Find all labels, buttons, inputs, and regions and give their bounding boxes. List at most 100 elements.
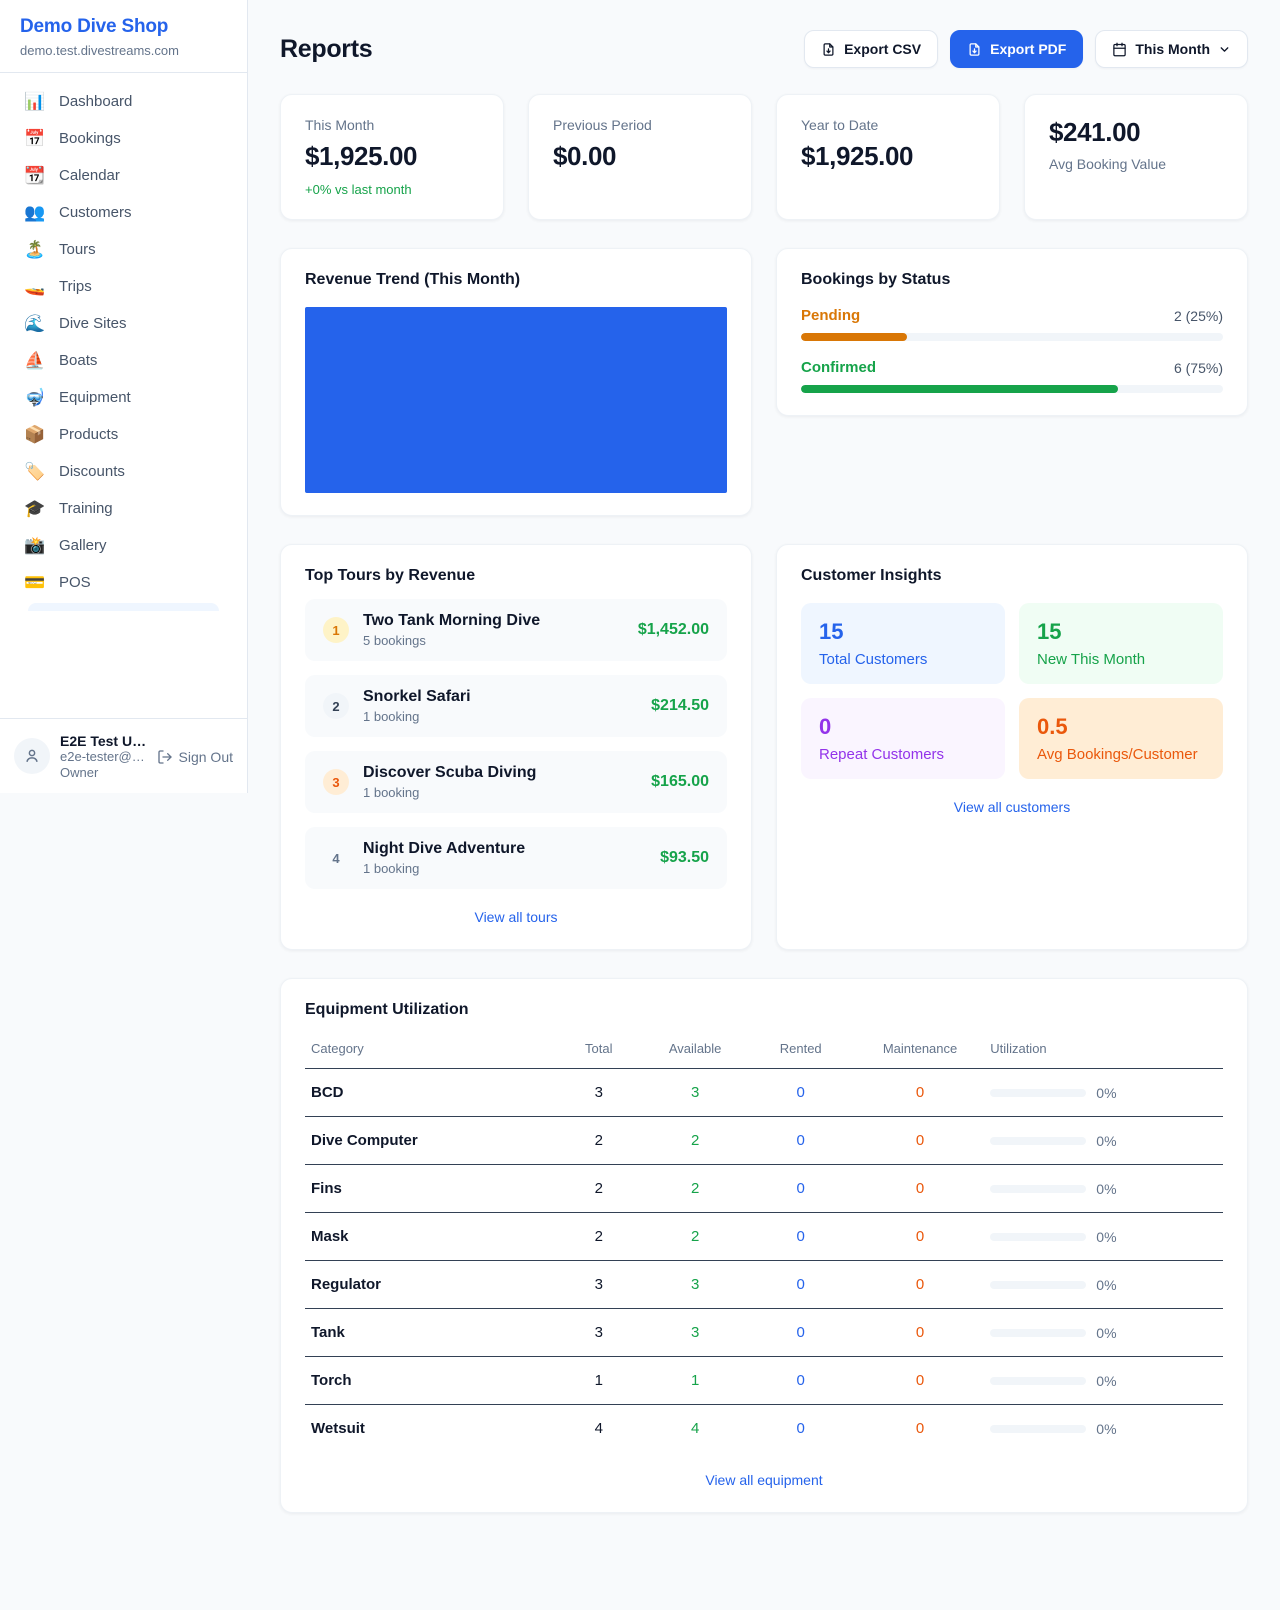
tour-row: 4 Night Dive Adventure 1 booking $93.50 — [305, 827, 727, 889]
period-label: This Month — [1135, 41, 1210, 57]
equipment-total: 3 — [552, 1068, 645, 1117]
rank-badge: 1 — [323, 617, 349, 643]
sidebar-item-label: Bookings — [59, 130, 121, 147]
sidebar-item-pos[interactable]: 💳 POS — [14, 564, 233, 601]
sidebar-item-tours[interactable]: 🏝️ Tours — [14, 231, 233, 268]
stat-label: Avg Booking Value — [1049, 156, 1167, 172]
equipment-maintenance: 0 — [855, 1356, 985, 1405]
tile-repeat-customers: 0 Repeat Customers — [801, 698, 1005, 779]
equipment-available: 2 — [644, 1116, 746, 1165]
sidebar-item-label: Training — [59, 500, 113, 517]
shop-name: Demo Dive Shop — [20, 16, 169, 37]
equipment-rented: 0 — [745, 1212, 856, 1261]
person-icon — [26, 749, 38, 762]
equipment-maintenance: 0 — [855, 1308, 985, 1357]
sidebar-item-calendar[interactable]: 📆 Calendar — [14, 157, 233, 194]
calendar-icon: 📆 — [24, 166, 46, 185]
tile-label: Repeat Customers — [819, 746, 945, 763]
utilization-percent: 0% — [1096, 1084, 1117, 1101]
status-bar-fill — [801, 333, 907, 341]
utilization-percent: 0% — [1096, 1228, 1117, 1245]
sidebar-item-label: Dive Sites — [59, 315, 127, 332]
sidebar-item-reports-partial[interactable] — [28, 603, 219, 611]
equipment-category: Wetsuit — [311, 1420, 365, 1437]
page-header: Reports Export CSV Export PDF This Month — [280, 30, 1248, 68]
shop-domain: demo.test.divestreams.com — [20, 43, 179, 58]
equipment-maintenance: 0 — [855, 1164, 985, 1213]
sidebar-item-label: Tours — [59, 241, 96, 258]
rank-badge: 3 — [323, 769, 349, 795]
equipment-icon: 🤿 — [24, 388, 46, 407]
sidebar-item-dashboard[interactable]: 📊 Dashboard — [14, 83, 233, 120]
sidebar-item-customers[interactable]: 👥 Customers — [14, 194, 233, 231]
stat-change: +0% vs last month — [305, 182, 412, 197]
calendar-icon — [1113, 42, 1127, 56]
sidebar-nav: 📊 Dashboard 📅 Bookings 📆 Calendar 👥 Cust… — [0, 73, 247, 611]
export-csv-button[interactable]: Export CSV — [804, 30, 939, 68]
top-tours-card: Top Tours by Revenue 1 Two Tank Morning … — [280, 544, 752, 950]
equipment-rented: 0 — [745, 1164, 856, 1213]
export-pdf-button[interactable]: Export PDF — [950, 30, 1084, 68]
equipment-total: 1 — [552, 1356, 645, 1405]
insight-tiles: 15 Total Customers 15 New This Month 0 R… — [801, 603, 1223, 779]
file-download-icon — [823, 42, 834, 56]
status-value: 6 (75%) — [1173, 359, 1223, 376]
status-row-confirmed: Confirmed 6 (75%) — [801, 359, 1223, 393]
sidebar-item-training[interactable]: 🎓 Training — [14, 490, 233, 527]
utilization-bar — [990, 1376, 1087, 1385]
tile-value: 0.5 — [1037, 714, 1068, 739]
sidebar-item-trips[interactable]: 🚤 Trips — [14, 268, 233, 305]
period-selector[interactable]: This Month — [1095, 30, 1248, 68]
sidebar-item-boats[interactable]: ⛵ Boats — [14, 342, 233, 379]
view-all-customers-link[interactable]: View all customers — [953, 799, 1071, 815]
view-all-tours-link[interactable]: View all tours — [474, 909, 558, 925]
file-download-icon — [969, 42, 980, 56]
status-bar-track — [801, 385, 1223, 393]
equipment-category: Fins — [305, 1164, 553, 1213]
tile-new-this-month: 15 New This Month — [1019, 603, 1223, 684]
tile-label: Avg Bookings/Customer — [1037, 746, 1198, 763]
sidebar-item-label: Boats — [59, 352, 98, 369]
view-all-equipment-link[interactable]: View all equipment — [705, 1472, 823, 1488]
sign-out-button[interactable]: Sign Out — [157, 749, 233, 765]
equipment-maintenance: 0 — [855, 1260, 985, 1309]
sidebar-item-gallery[interactable]: 📸 Gallery — [14, 527, 233, 564]
customer-insights-card: Customer Insights 15 Total Customers 15 … — [776, 544, 1248, 950]
tile-value: 15 — [819, 619, 844, 644]
stat-card-year-to-date: Year to Date $1,925.00 — [776, 94, 1000, 220]
table-row: Torch 1 1 0 0 0% — [305, 1356, 1223, 1405]
equipment-total: 2 — [552, 1164, 645, 1213]
equipment-maintenance: 0 — [855, 1212, 985, 1261]
status-bar-track — [801, 333, 1223, 341]
sidebar-item-bookings[interactable]: 📅 Bookings — [14, 120, 233, 157]
status-label: Confirmed — [801, 359, 876, 376]
equipment-table-header: Category Total Available Rented Maintena… — [305, 1031, 1223, 1069]
revenue-trend-card: Revenue Trend (This Month) — [280, 248, 752, 516]
sidebar-item-dive-sites[interactable]: 🌊 Dive Sites — [14, 305, 233, 342]
equipment-category: Regulator — [305, 1260, 553, 1309]
equipment-category: Torch — [305, 1356, 553, 1405]
utilization-bar — [990, 1232, 1087, 1241]
sidebar-user-panel: E2E Test U… e2e-tester@… Sign Out Owner — [0, 718, 247, 793]
table-row: BCD 3 3 0 0 0% — [305, 1068, 1223, 1117]
trips-icon: 🚤 — [24, 277, 46, 296]
tour-bookings: 1 booking — [363, 785, 420, 800]
status-bar-fill — [801, 385, 1118, 393]
tour-amount: $93.50 — [660, 849, 709, 866]
tile-value: 0 — [819, 714, 832, 739]
sidebar-item-products[interactable]: 📦 Products — [14, 416, 233, 453]
sidebar-item-discounts[interactable]: 🏷️ Discounts — [14, 453, 233, 490]
utilization-bar — [990, 1328, 1087, 1337]
table-row: Wetsuit 4 4 0 0 0% — [305, 1405, 1223, 1453]
utilization-percent: 0% — [1096, 1180, 1117, 1197]
equipment-maintenance: 0 — [855, 1116, 985, 1165]
equipment-total: 3 — [552, 1308, 645, 1357]
tour-row: 1 Two Tank Morning Dive 5 bookings $1,45… — [305, 599, 727, 661]
column-header: Rented — [745, 1031, 856, 1069]
utilization-percent: 0% — [1096, 1276, 1117, 1293]
stat-value: $1,925.00 — [801, 141, 914, 171]
sidebar-item-equipment[interactable]: 🤿 Equipment — [14, 379, 233, 416]
table-row: Mask 2 2 0 0 0% — [305, 1212, 1223, 1261]
sign-out-label: Sign Out — [178, 748, 233, 765]
